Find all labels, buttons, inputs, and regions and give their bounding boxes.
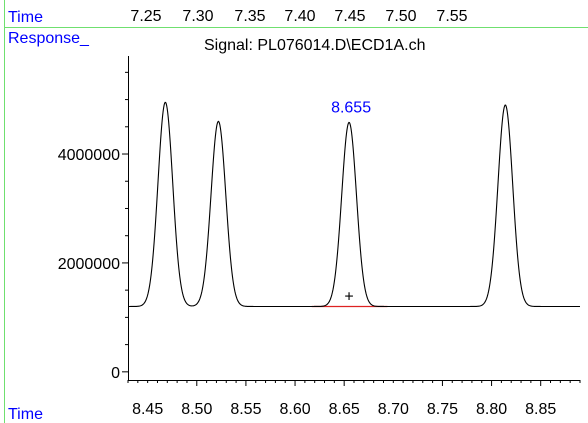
signal-trace: [128, 101, 580, 308]
chart-title: Signal: PL076014.D\ECD1A.ch: [204, 37, 425, 54]
y-tick-label: 4000000: [58, 147, 120, 164]
top-tick-label: 7.30: [182, 8, 213, 25]
y-axis: 0 2000000 4000000: [58, 56, 129, 382]
top-tick-label: 7.50: [385, 8, 416, 25]
bottom-time-label: Time: [8, 406, 43, 423]
x-tick-label: 8.65: [329, 401, 360, 418]
top-tick-label: 7.25: [130, 8, 161, 25]
x-tick-label: 8.70: [378, 401, 409, 418]
x-tick-label: 8.50: [181, 401, 212, 418]
peak-marker: +: [344, 289, 353, 306]
top-tick-label: 7.45: [334, 8, 365, 25]
peak-annotations: 8.655 +: [331, 99, 371, 305]
top-axis: 7.25 7.30 7.35 7.40 7.45 7.50 7.55: [130, 8, 467, 25]
top-tick-label: 7.35: [234, 8, 265, 25]
peak-label: 8.655: [331, 99, 371, 116]
top-time-label: Time: [8, 9, 43, 26]
x-tick-label: 8.75: [427, 401, 458, 418]
x-tick-label: 8.80: [476, 401, 507, 418]
top-tick-label: 7.55: [436, 8, 467, 25]
y-tick-label: 0: [111, 365, 120, 382]
response-label: Response_: [8, 30, 90, 47]
y-tick-label: 2000000: [58, 256, 120, 273]
x-tick-label: 8.60: [279, 401, 310, 418]
x-tick-label: 8.55: [230, 401, 261, 418]
bottom-axis: 8.45 8.50 8.55 8.60 8.65 8.70 8.75 8.80 8.85: [127, 380, 581, 418]
top-tick-label: 7.40: [284, 8, 315, 25]
x-tick-label: 8.45: [132, 401, 163, 418]
x-tick-label: 8.85: [525, 401, 556, 418]
